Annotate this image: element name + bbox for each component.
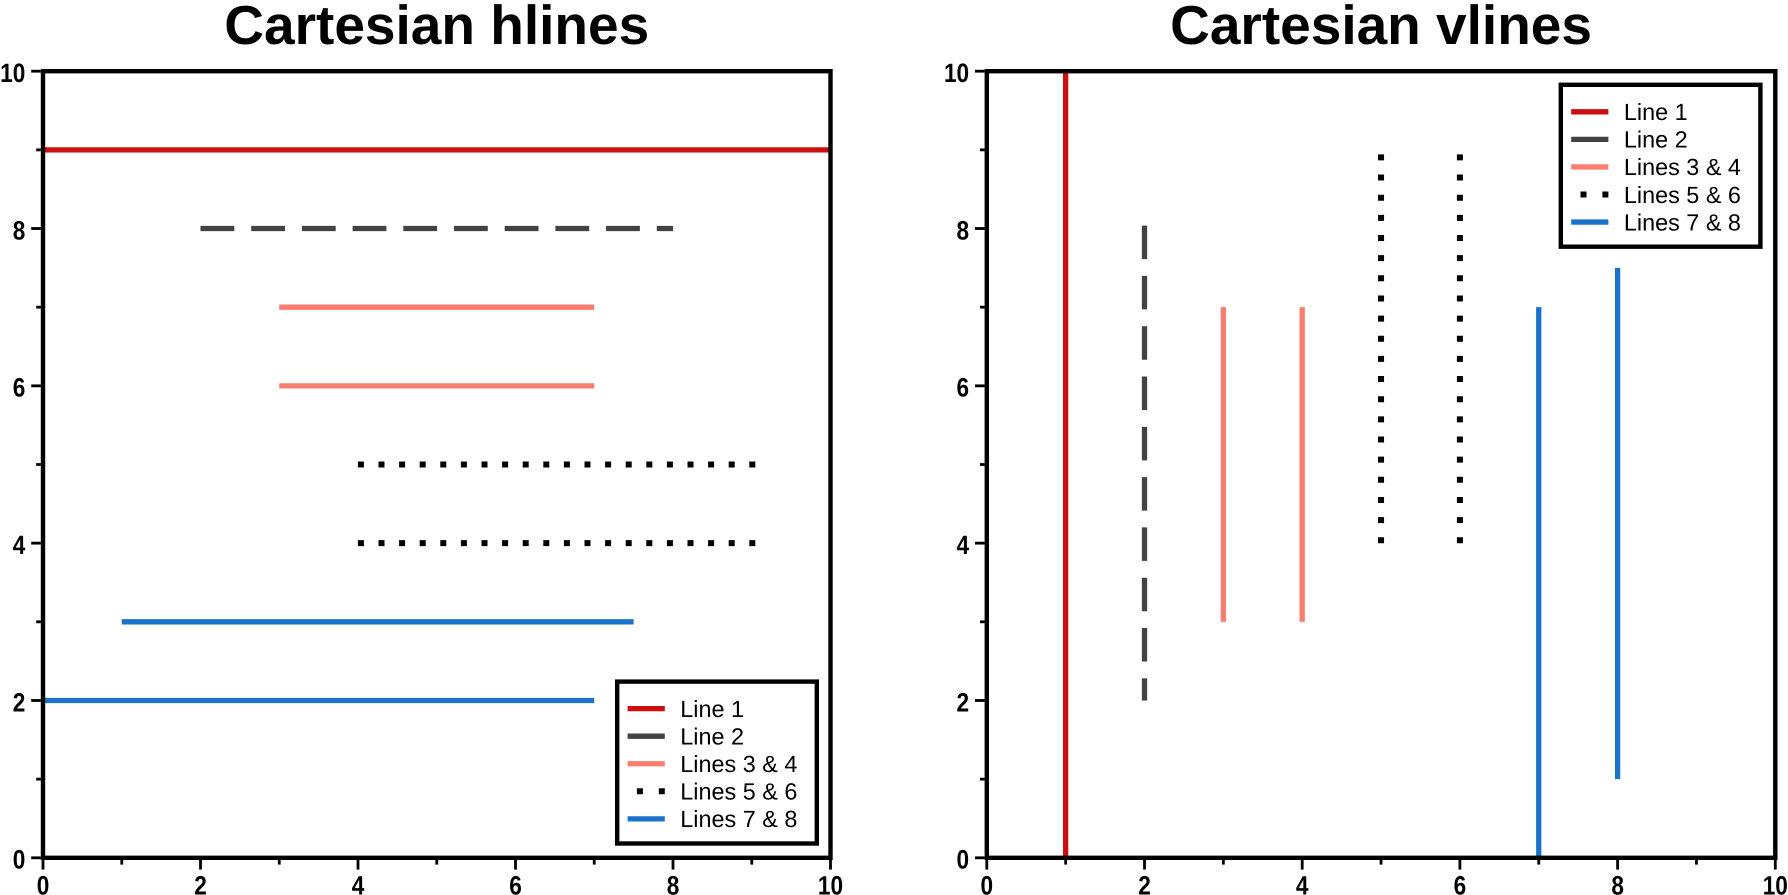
svg-text:Lines 5 & 6: Lines 5 & 6 xyxy=(1624,182,1741,208)
svg-text:8: 8 xyxy=(667,871,680,895)
svg-text:Lines 7 & 8: Lines 7 & 8 xyxy=(680,806,797,832)
svg-text:Lines 5 & 6: Lines 5 & 6 xyxy=(680,779,797,805)
svg-text:10: 10 xyxy=(0,58,25,88)
svg-text:0: 0 xyxy=(981,871,994,895)
svg-text:4: 4 xyxy=(352,871,365,895)
svg-text:Line 1: Line 1 xyxy=(1624,99,1688,125)
svg-text:6: 6 xyxy=(509,871,522,895)
svg-text:0: 0 xyxy=(957,845,970,875)
svg-text:6: 6 xyxy=(13,373,26,403)
svg-text:Line 2: Line 2 xyxy=(1624,127,1688,153)
svg-text:0: 0 xyxy=(37,871,50,895)
svg-text:10: 10 xyxy=(818,871,843,895)
svg-text:0: 0 xyxy=(13,845,26,875)
svg-text:Line 1: Line 1 xyxy=(680,696,744,722)
svg-text:4: 4 xyxy=(957,530,970,560)
svg-text:4: 4 xyxy=(1296,871,1309,895)
svg-text:Cartesian vlines: Cartesian vlines xyxy=(1170,0,1592,56)
svg-text:Lines 3 & 4: Lines 3 & 4 xyxy=(1624,154,1741,180)
svg-text:8: 8 xyxy=(957,215,970,245)
svg-text:10: 10 xyxy=(944,58,969,88)
svg-text:2: 2 xyxy=(194,871,207,895)
svg-text:10: 10 xyxy=(1763,871,1788,895)
svg-text:2: 2 xyxy=(957,687,970,717)
svg-text:Lines 3 & 4: Lines 3 & 4 xyxy=(680,751,797,777)
svg-text:6: 6 xyxy=(957,373,970,403)
svg-text:Lines 7 & 8: Lines 7 & 8 xyxy=(1624,209,1741,235)
svg-text:6: 6 xyxy=(1454,871,1467,895)
svg-text:2: 2 xyxy=(1138,871,1151,895)
svg-text:2: 2 xyxy=(13,687,26,717)
svg-text:8: 8 xyxy=(13,215,26,245)
svg-text:4: 4 xyxy=(13,530,26,560)
svg-text:Cartesian hlines: Cartesian hlines xyxy=(224,0,649,56)
svg-text:8: 8 xyxy=(1611,871,1624,895)
svg-text:Line 2: Line 2 xyxy=(680,723,744,749)
